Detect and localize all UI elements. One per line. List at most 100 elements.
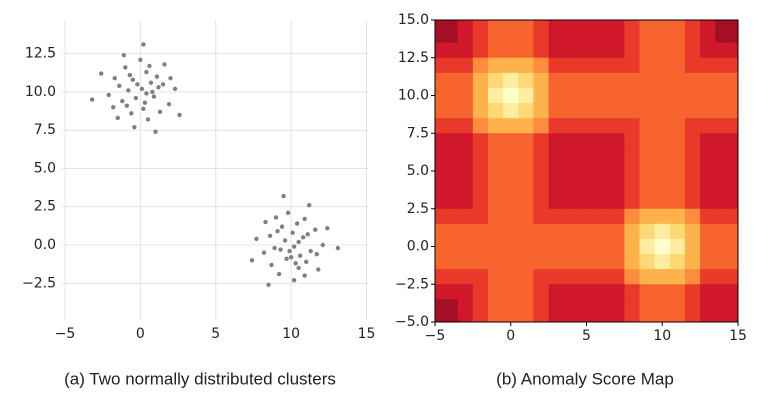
heat-cell — [435, 42, 443, 59]
heat-cell — [563, 178, 580, 195]
heat-cell — [472, 193, 489, 210]
y-tick-label: 0.0 — [34, 237, 56, 253]
heat-cell — [442, 299, 459, 315]
heat-cell — [442, 193, 459, 210]
heat-cell — [624, 269, 640, 285]
heat-cell — [457, 193, 474, 210]
heat-cell — [518, 193, 534, 210]
heat-cell — [442, 27, 459, 44]
heat-cell — [639, 42, 656, 59]
heat-cell — [715, 57, 731, 74]
heat-cell — [730, 284, 739, 300]
heat-cell — [609, 148, 625, 164]
heat-cell — [594, 284, 610, 300]
point — [275, 229, 280, 234]
heat-cell — [700, 27, 716, 44]
heat-cell — [594, 42, 610, 59]
heat-cell — [639, 57, 656, 74]
heat-cell — [684, 299, 701, 315]
heat-cell — [518, 20, 534, 28]
heat-cell — [654, 87, 671, 104]
heat-cell — [730, 103, 739, 119]
heat-cell — [457, 269, 474, 285]
heat-cell — [700, 148, 716, 164]
frame — [434, 19, 739, 323]
heat-cell — [457, 254, 474, 270]
heat-cell — [624, 178, 640, 195]
heat-cell — [639, 20, 656, 28]
heat-cell — [533, 103, 550, 119]
heat-cell — [472, 118, 489, 134]
heat-cell — [700, 72, 716, 89]
heat-cell — [472, 223, 489, 240]
heat-cell — [654, 178, 671, 195]
heat-cell — [730, 178, 739, 195]
heat-cell — [563, 118, 580, 134]
heat-cell — [609, 87, 625, 104]
heat-cell — [472, 314, 489, 323]
heat-cell — [715, 208, 731, 225]
heat-cell — [503, 314, 519, 323]
heat-cell — [435, 284, 443, 300]
heat-cell — [472, 87, 489, 104]
heat-cell — [442, 133, 459, 149]
heat-cell — [730, 118, 739, 134]
point — [177, 112, 182, 118]
heat-cell — [488, 163, 504, 179]
heat-cell — [488, 133, 504, 149]
heat-cell — [639, 223, 656, 240]
heat-cell — [578, 133, 595, 149]
heat-cell — [654, 42, 671, 59]
heat-cell — [472, 299, 489, 315]
point — [302, 273, 307, 278]
heat-cell — [435, 208, 443, 225]
heat-cell — [435, 223, 443, 240]
heat-cell — [715, 254, 731, 270]
heat-cell — [548, 284, 565, 300]
heat-cell — [488, 299, 504, 315]
heat-cell — [624, 223, 640, 240]
point — [284, 256, 289, 261]
heat-cell — [548, 163, 565, 179]
heat-cell — [457, 57, 474, 74]
heat-cell — [669, 27, 686, 44]
heat-cell — [715, 87, 731, 104]
heat-cell — [457, 148, 474, 164]
point — [138, 57, 143, 62]
point — [139, 86, 145, 92]
heat-cell — [518, 269, 534, 285]
heat-cell — [684, 118, 701, 134]
point — [263, 219, 268, 225]
heat-cell — [503, 254, 519, 270]
heat-cell — [488, 57, 504, 74]
heat-cell — [639, 118, 656, 134]
heat-cell — [609, 103, 625, 119]
heat-cell — [442, 72, 459, 89]
heat-cell — [548, 269, 565, 285]
heat-cell — [730, 20, 739, 28]
x-tick-label: −5 — [55, 326, 76, 342]
heat-cell — [669, 178, 686, 195]
point — [157, 109, 163, 115]
heat-cell — [472, 103, 489, 119]
heat-cell — [457, 20, 474, 28]
heat-cell — [457, 118, 474, 134]
heat-cell — [654, 57, 671, 74]
point — [308, 248, 313, 254]
heat-cell — [548, 178, 565, 195]
y-tick-label: 5.0 — [407, 163, 429, 179]
heat-cell — [730, 208, 739, 225]
heat-cell — [563, 299, 580, 315]
heat-cell — [548, 223, 565, 240]
y-tick-label: −2.5 — [395, 276, 429, 292]
caption: (b) Anomaly Score Map — [496, 369, 674, 388]
heat-cell — [669, 208, 686, 225]
heat-cell — [435, 193, 443, 210]
heat-cell — [730, 299, 739, 315]
heat-cell — [639, 254, 656, 270]
heat-cell — [624, 87, 640, 104]
heat-cell — [669, 238, 686, 255]
point — [126, 88, 131, 93]
heat-cell — [639, 208, 656, 225]
heat-cell — [503, 87, 519, 104]
